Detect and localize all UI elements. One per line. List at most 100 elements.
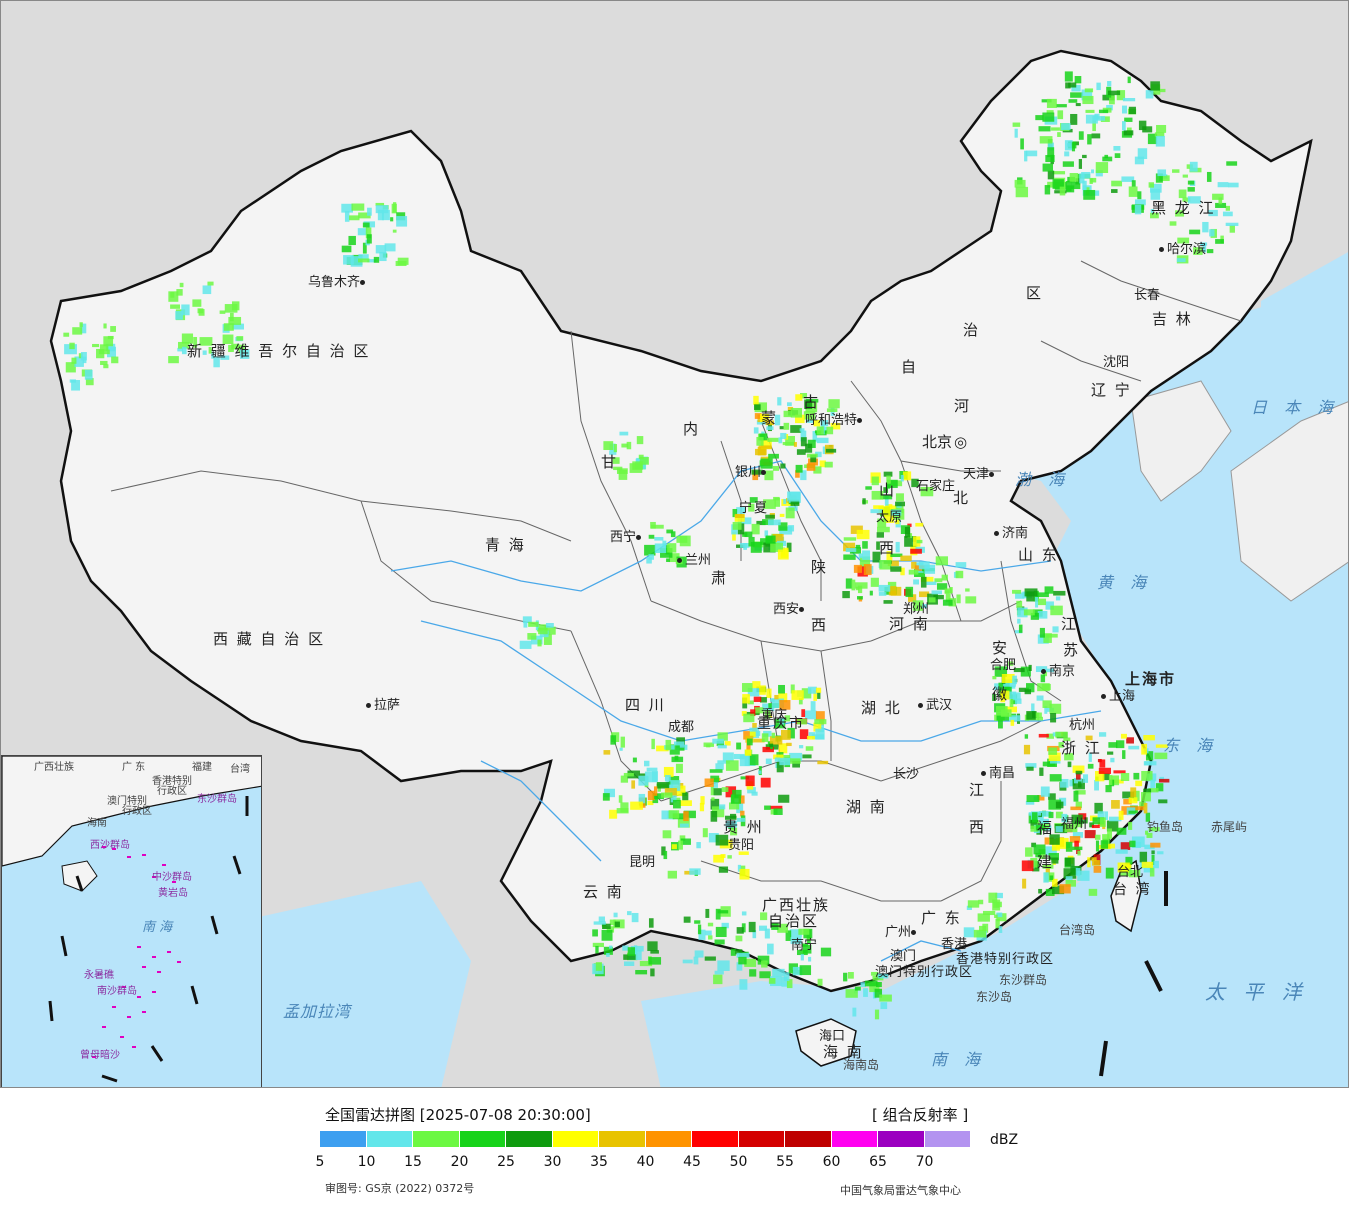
echo-cell: [965, 588, 970, 592]
echo-cell: [1017, 618, 1021, 624]
province-label: 海 南: [823, 1043, 864, 1061]
echo-cell: [653, 786, 658, 796]
echo-cell: [785, 507, 795, 519]
province-label: 湖 南: [846, 798, 887, 816]
echo-cell: [796, 949, 808, 956]
echo-cell: [1122, 98, 1136, 102]
echo-cell: [603, 750, 611, 755]
echo-cell: [785, 930, 792, 941]
echo-cell: [1036, 695, 1044, 701]
echo-cell: [1217, 182, 1229, 188]
echo-cell: [665, 739, 672, 751]
scale-tick: 20: [450, 1154, 469, 1170]
echo-cell: [545, 623, 554, 628]
province-label: 黑 龙 江: [1151, 199, 1216, 217]
echo-cell: [1187, 196, 1201, 204]
echo-cell: [754, 402, 768, 413]
echo-cell: [888, 586, 897, 596]
echo-cell: [751, 523, 760, 535]
echo-cell: [1061, 123, 1071, 131]
echo-cell: [613, 466, 623, 471]
echo-cell: [790, 501, 800, 506]
echo-cell: [661, 810, 675, 820]
echo-cell: [1035, 852, 1042, 858]
province-label: 蒙: [761, 409, 779, 427]
echo-cell: [213, 356, 220, 368]
city-label: 沈阳: [1103, 355, 1130, 370]
echo-cell: [64, 344, 77, 355]
echo-cell: [238, 344, 245, 354]
city-dot: [1159, 247, 1164, 252]
echo-cell: [1139, 851, 1148, 863]
echo-cell: [795, 414, 805, 424]
echo-cell: [1102, 94, 1115, 101]
province-label: 自: [901, 358, 919, 376]
echo-cell: [657, 786, 661, 792]
echo-cell: [1115, 740, 1125, 749]
echo-cell: [768, 978, 776, 984]
echo-cell: [744, 958, 757, 967]
echo-cell: [1071, 84, 1081, 92]
echo-cell: [199, 337, 213, 346]
echo-cell: [1073, 790, 1079, 802]
echo-cell: [1045, 846, 1057, 856]
echo-cell: [1150, 208, 1155, 214]
echo-cell: [1212, 193, 1224, 200]
echo-cell: [1018, 624, 1023, 633]
echo-cell: [826, 426, 834, 435]
city-label: 南昌: [981, 762, 1015, 781]
echo-cell: [1094, 802, 1103, 814]
echo-cell: [920, 576, 934, 582]
echo-cell: [1082, 180, 1087, 191]
echo-cell: [860, 982, 866, 988]
inset-island-mark: [142, 854, 146, 856]
echo-cell: [884, 495, 889, 506]
echo-cell: [742, 694, 750, 704]
echo-cell: [1078, 131, 1084, 140]
echo-cell: [219, 310, 226, 314]
city-label: 兰州: [677, 549, 711, 568]
province-label: 江: [969, 781, 987, 799]
inset-island-mark: [120, 1036, 124, 1038]
color-swatch: [366, 1131, 413, 1147]
echo-cell: [1182, 174, 1188, 178]
echo-cell: [843, 537, 857, 541]
inset-island-mark: [127, 1016, 131, 1018]
echo-cell: [69, 342, 75, 350]
echo-cell: [648, 957, 662, 965]
echo-cell: [920, 576, 927, 588]
echo-cell: [774, 497, 781, 507]
echo-cell: [784, 715, 791, 722]
echo-cell: [883, 471, 893, 477]
echo-cell: [1137, 148, 1148, 160]
echo-cell: [708, 833, 719, 843]
echo-cell: [644, 544, 656, 556]
echo-cell: [367, 259, 377, 263]
echo-cell: [1111, 775, 1120, 786]
echo-cell: [922, 604, 928, 609]
echo-cell: [862, 550, 871, 560]
echo-cell: [730, 827, 738, 836]
echo-cell: [375, 205, 389, 214]
echo-cell: [357, 228, 368, 236]
echo-cell: [1091, 169, 1095, 174]
inset-island-mark: [162, 864, 166, 866]
echo-cell: [1157, 169, 1167, 177]
echo-cell: [879, 495, 893, 500]
province-label: 自治区: [768, 912, 820, 930]
echo-cell: [863, 564, 872, 576]
echo-cell: [1146, 832, 1153, 838]
echo-cell: [1015, 698, 1022, 704]
echo-cell: [694, 950, 704, 958]
island-label: 赤尾屿: [1211, 820, 1248, 834]
echo-cell: [730, 794, 742, 804]
echo-cell: [619, 747, 623, 751]
echo-cell: [1012, 675, 1017, 685]
korea-peninsula: [1130, 380, 1232, 502]
echo-cell: [609, 945, 613, 949]
province-label: 上海市: [1125, 670, 1177, 688]
echo-cell: [1025, 150, 1038, 157]
echo-cell: [606, 926, 615, 933]
echo-cell: [679, 823, 689, 828]
echo-cell: [725, 786, 737, 798]
